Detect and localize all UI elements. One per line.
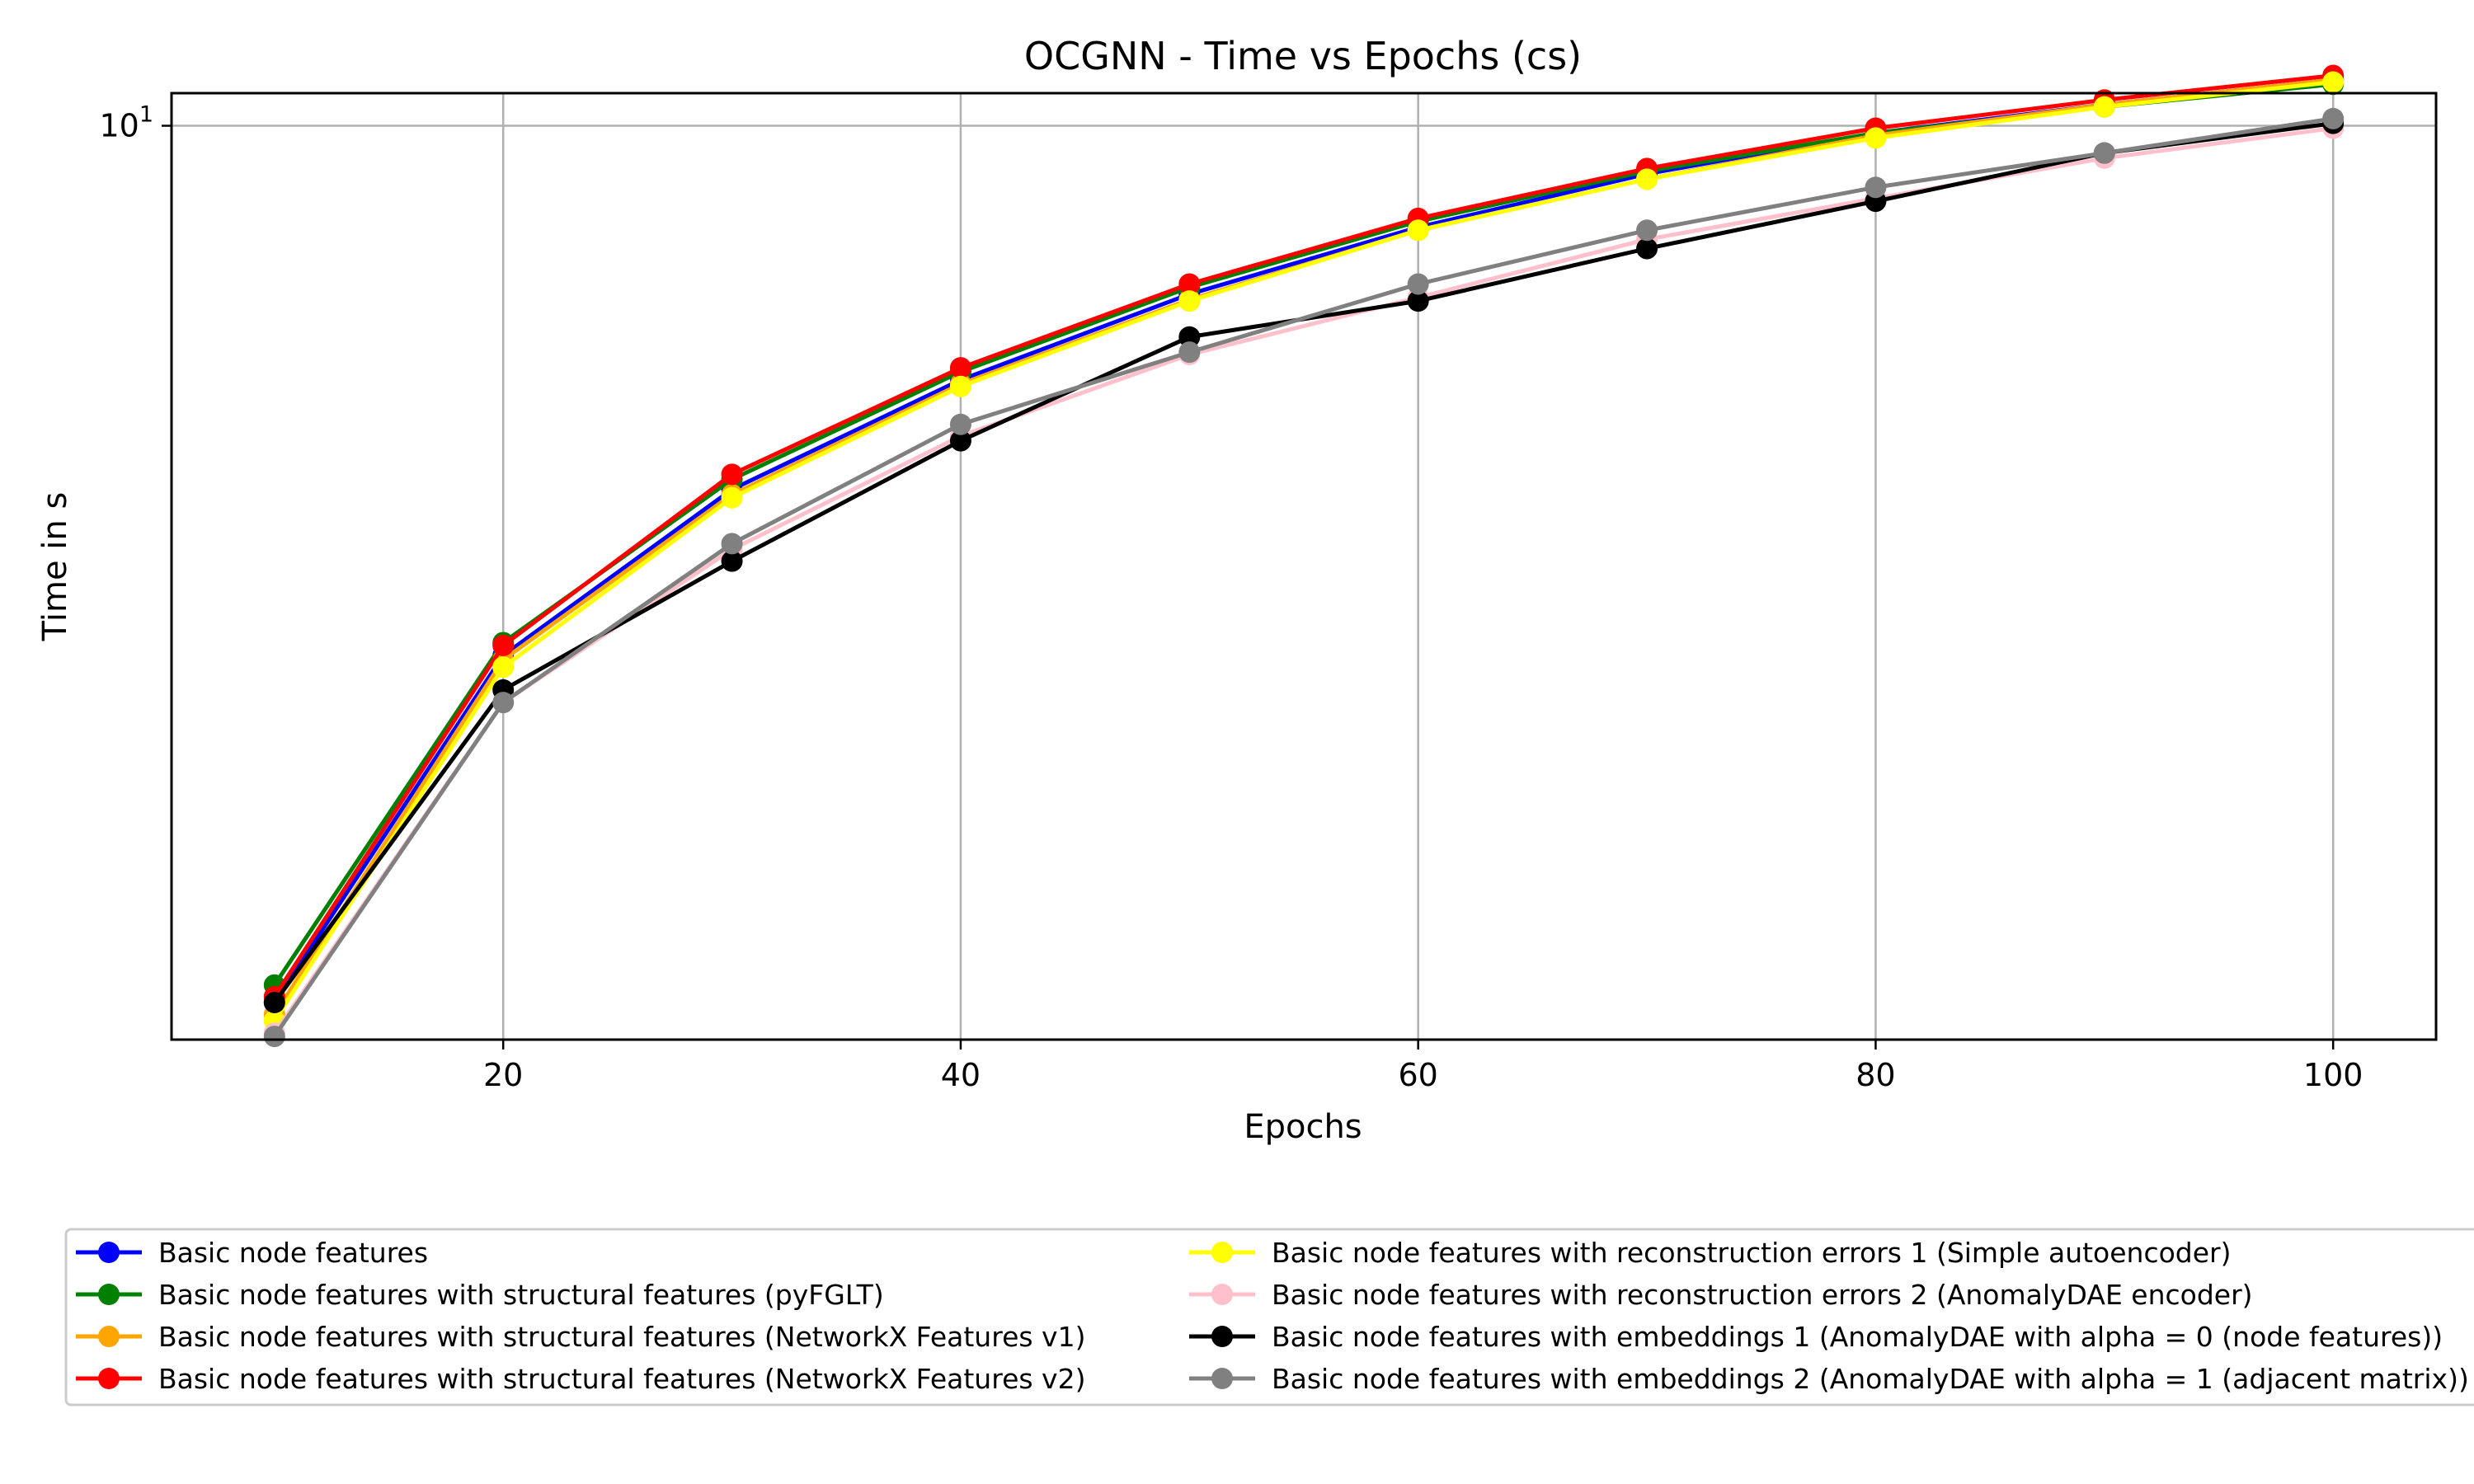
legend-swatch-marker (1211, 1326, 1233, 1347)
x-tick-label: 80 (1856, 1057, 1895, 1093)
series-line (272, 73, 2334, 998)
plot-area-frame (170, 92, 2438, 1041)
legend-label: Basic node features with structural feat… (158, 1279, 884, 1311)
data-point (1636, 168, 1658, 190)
data-point (949, 357, 971, 379)
legend-item: Basic node features with reconstruction … (1189, 1237, 2232, 1269)
grid (172, 93, 2436, 1040)
series-line (272, 77, 2334, 1004)
series-line (272, 116, 2334, 1038)
legend-label: Basic node features with structural feat… (158, 1321, 1085, 1353)
data-point (721, 533, 743, 555)
data-point (1178, 326, 1201, 348)
legend-swatch-marker (98, 1326, 120, 1347)
data-point (949, 413, 971, 435)
data-point (2093, 142, 2115, 164)
legend-label: Basic node features with reconstruction … (1272, 1237, 2232, 1269)
data-point (2322, 107, 2345, 129)
legend-item: Basic node features with embeddings 2 (A… (1189, 1363, 2469, 1395)
legend-item: Basic node features with structural feat… (76, 1279, 884, 1311)
x-tick-label: 60 (1399, 1057, 1438, 1093)
data-point (721, 486, 743, 509)
x-axis-label: Epochs (1244, 1108, 1362, 1146)
data-point (2093, 96, 2115, 118)
legend-label: Basic node features with embeddings 2 (A… (1272, 1363, 2469, 1395)
data-point (1636, 219, 1658, 242)
legend-swatch-marker (1211, 1284, 1233, 1305)
data-point (721, 550, 743, 572)
legend-swatch-marker (98, 1242, 120, 1263)
legend-item: Basic node features with structural feat… (76, 1321, 1085, 1353)
ticks: 20 40 60 80 100 101 (99, 102, 2363, 1093)
legend-item: Basic node features with embeddings 1 (A… (1189, 1321, 2443, 1353)
legend-box (64, 1228, 2474, 1407)
series-line (272, 82, 2334, 987)
legend-swatch-marker (1211, 1368, 1233, 1389)
series-line (272, 77, 2334, 1016)
data-point (1178, 273, 1201, 295)
chart-title: OCGNN - Time vs Epochs (cs) (1024, 34, 1582, 78)
series-layer (263, 64, 2345, 1048)
data-point (1865, 176, 1887, 199)
x-tick-label: 20 (483, 1057, 523, 1093)
data-point (949, 430, 971, 452)
data-point (721, 463, 743, 486)
series-1 (263, 68, 2345, 1014)
legend-label: Basic node features with reconstruction … (1272, 1279, 2253, 1311)
data-point (492, 634, 515, 656)
series-5 (263, 71, 2345, 1032)
data-point (2322, 71, 2345, 93)
series-3 (263, 68, 2345, 1026)
data-point (1407, 219, 1429, 242)
series-7 (263, 112, 2345, 1014)
y-tick-base: 10 (99, 108, 139, 144)
series-line (272, 80, 2334, 1022)
data-point (949, 375, 971, 397)
legend-item: Basic node features with reconstruction … (1189, 1279, 2253, 1311)
legend-label: Basic node features with structural feat… (158, 1363, 1085, 1395)
legend-swatch-marker (98, 1368, 120, 1389)
data-point (1865, 127, 1887, 149)
series-2 (263, 73, 2345, 996)
legend-item: Basic node features (76, 1237, 428, 1269)
y-axis-label: Time in s (36, 492, 74, 642)
data-point (1178, 290, 1201, 312)
legend-label: Basic node features (158, 1237, 428, 1269)
y-tick-label: 101 (99, 102, 153, 144)
legend-label: Basic node features with embeddings 1 (A… (1272, 1321, 2443, 1353)
data-point (1407, 290, 1429, 312)
legend-item: Basic node features with structural feat… (76, 1363, 1085, 1395)
data-point (492, 656, 515, 679)
legend-swatch-marker (98, 1284, 120, 1305)
y-tick-exponent: 1 (139, 102, 153, 128)
data-point (263, 1026, 285, 1048)
series-4 (263, 64, 2345, 1007)
x-tick-label: 100 (2303, 1057, 2363, 1093)
data-point (1407, 273, 1429, 295)
data-point (1178, 341, 1201, 364)
x-tick-label: 40 (941, 1057, 981, 1093)
legend: Basic node features Basic node features w… (64, 1228, 2474, 1407)
data-point (492, 692, 515, 714)
data-point (263, 992, 285, 1014)
data-point (1636, 237, 1658, 260)
series-8 (263, 107, 2345, 1048)
legend-swatch-marker (1211, 1242, 1233, 1263)
